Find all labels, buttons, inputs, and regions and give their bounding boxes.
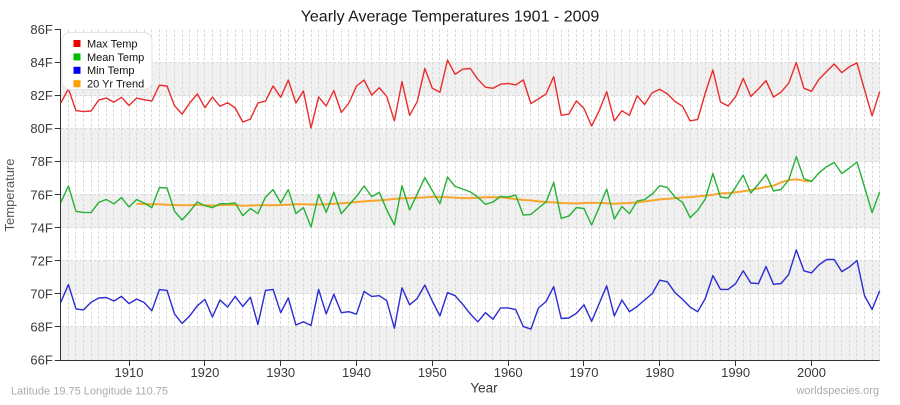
- svg-text:78F: 78F: [30, 154, 52, 169]
- svg-text:76F: 76F: [30, 187, 52, 202]
- svg-text:74F: 74F: [30, 220, 52, 235]
- svg-text:68F: 68F: [30, 319, 52, 334]
- svg-text:1910: 1910: [115, 365, 144, 380]
- svg-text:84F: 84F: [30, 55, 52, 70]
- svg-text:20 Yr Trend: 20 Yr Trend: [87, 79, 144, 91]
- svg-text:1990: 1990: [721, 365, 750, 380]
- svg-text:1950: 1950: [418, 365, 447, 380]
- svg-text:1960: 1960: [494, 365, 523, 380]
- svg-text:Year: Year: [470, 381, 498, 396]
- svg-text:1940: 1940: [342, 365, 371, 380]
- svg-text:Mean Temp: Mean Temp: [87, 52, 144, 64]
- svg-text:80F: 80F: [30, 121, 52, 136]
- svg-text:1980: 1980: [645, 365, 674, 380]
- svg-text:1920: 1920: [190, 365, 219, 380]
- svg-text:70F: 70F: [30, 286, 52, 301]
- svg-text:2000: 2000: [797, 365, 826, 380]
- svg-text:82F: 82F: [30, 88, 52, 103]
- svg-text:Yearly Average Temperatures 19: Yearly Average Temperatures 1901 - 2009: [301, 9, 600, 26]
- svg-text:worldspecies.org: worldspecies.org: [795, 385, 879, 397]
- svg-text:Min Temp: Min Temp: [87, 65, 134, 77]
- svg-text:1970: 1970: [570, 365, 599, 380]
- svg-text:Latitude 19.75 Longitude 110.7: Latitude 19.75 Longitude 110.75: [11, 386, 168, 398]
- svg-text:72F: 72F: [30, 253, 52, 268]
- svg-text:86F: 86F: [30, 22, 52, 37]
- svg-text:66F: 66F: [30, 353, 52, 368]
- svg-text:Temperature: Temperature: [2, 159, 17, 232]
- svg-text:1930: 1930: [266, 365, 295, 380]
- svg-text:Max Temp: Max Temp: [87, 38, 138, 50]
